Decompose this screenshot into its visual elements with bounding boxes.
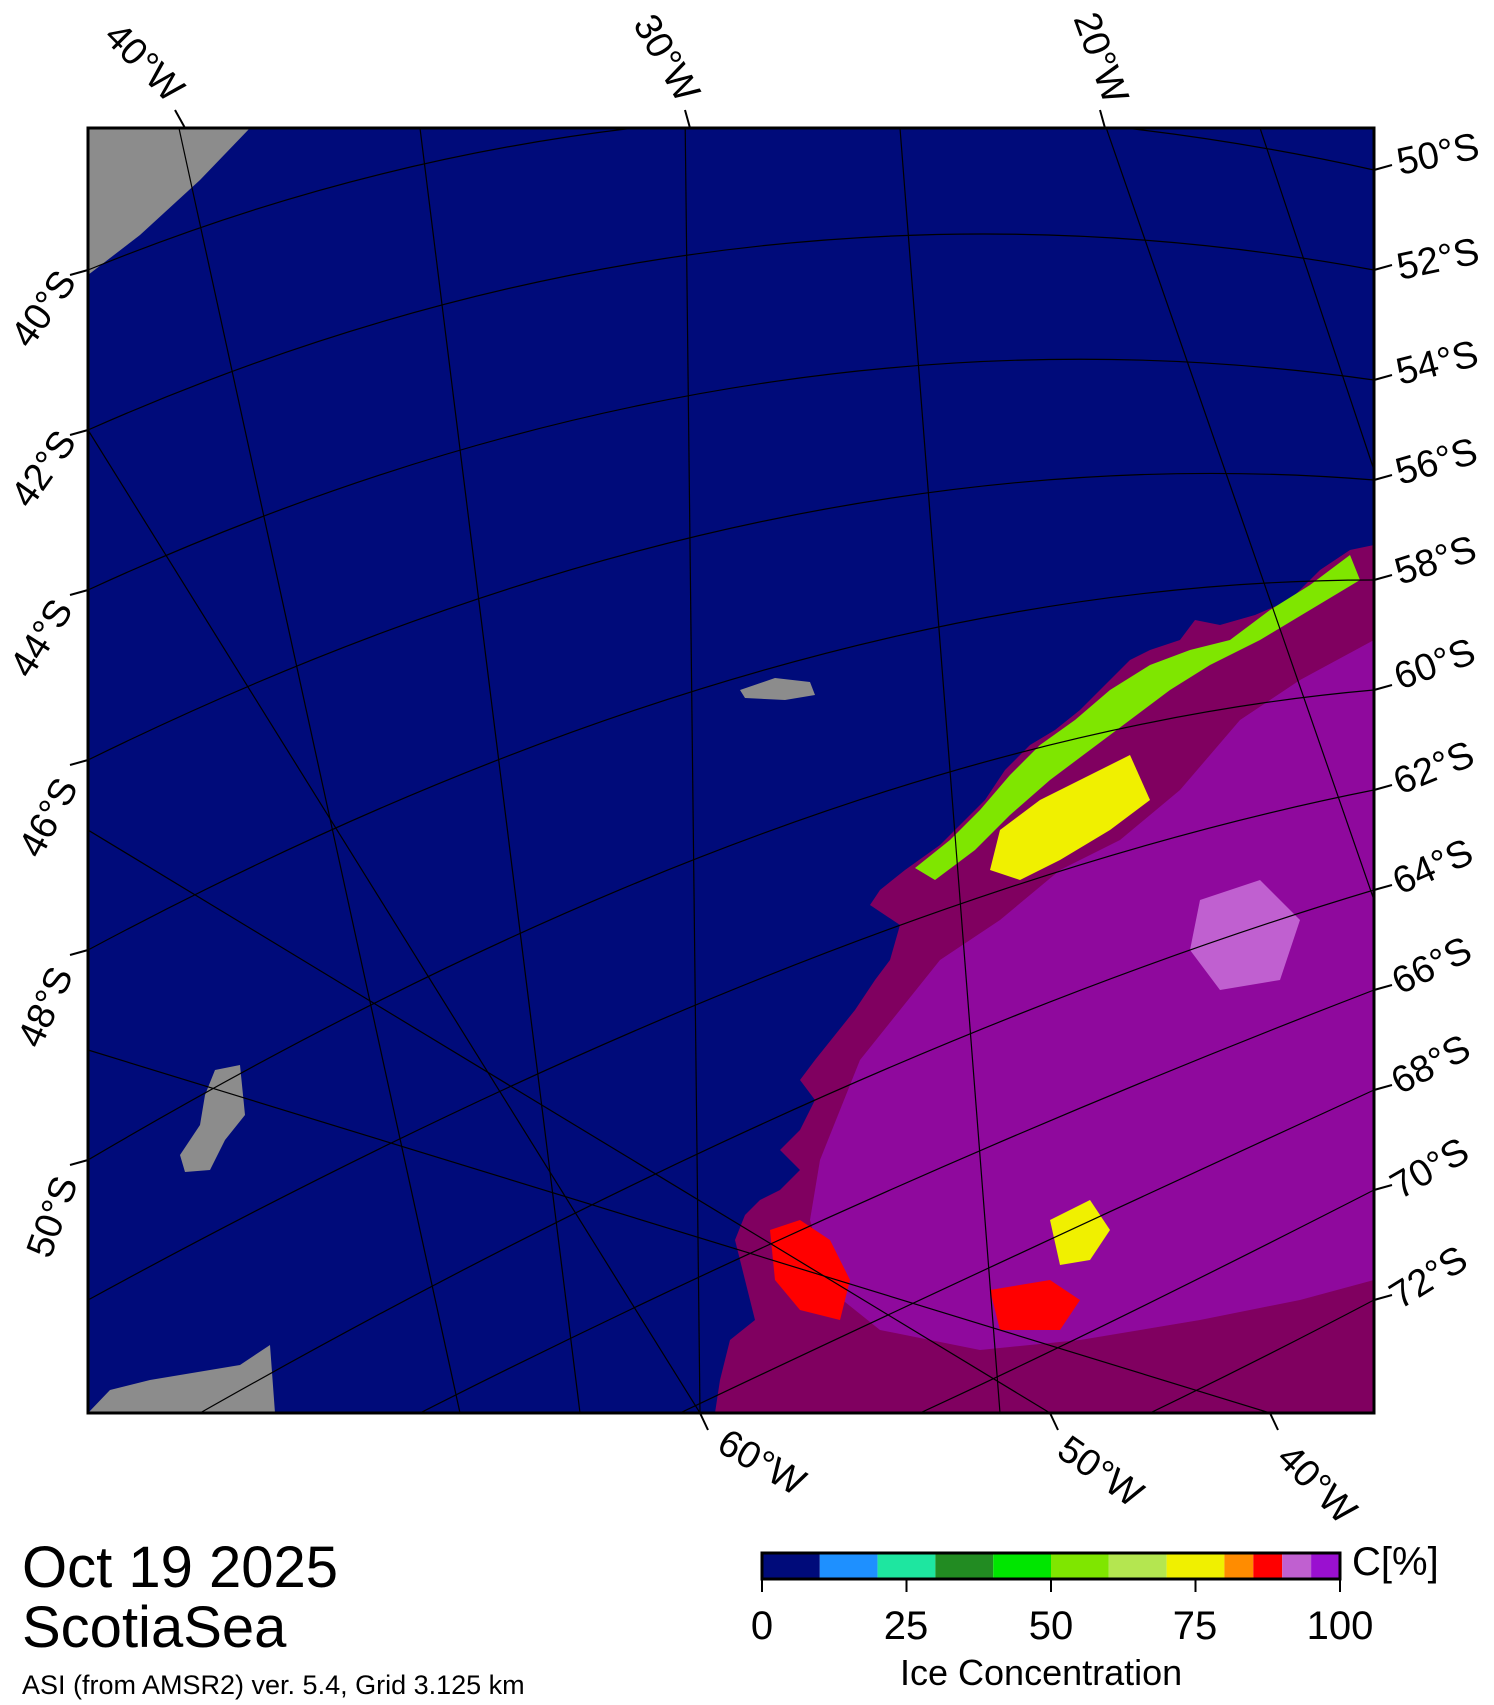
lat-label-right-58s: 58°S <box>1390 528 1482 594</box>
lat-label-left-42s: 42°S <box>3 423 85 515</box>
tick-marks <box>69 109 1393 1431</box>
parallel-1 <box>88 128 1374 271</box>
colorbar-tick-0: 0 <box>750 1604 774 1648</box>
lat-label-right-64s: 64°S <box>1387 831 1480 903</box>
parallel-4 <box>88 472 1374 761</box>
colorbar-segment <box>1108 1553 1167 1579</box>
land-shetlands <box>88 1345 275 1413</box>
colorbar-tick-25: 25 <box>883 1604 929 1648</box>
colorbar <box>762 1553 1340 1579</box>
colorbar-segment <box>762 1553 820 1579</box>
lat-label-right-68s: 68°S <box>1385 1027 1478 1103</box>
parallel-11 <box>919 1189 1374 1413</box>
lat-label-right-54s: 54°S <box>1392 333 1483 394</box>
lat-label-right-72s: 72°S <box>1383 1238 1475 1318</box>
parallel-12 <box>1149 1299 1374 1413</box>
sea-ice-yellow-band <box>990 755 1150 880</box>
meridian-mid-1 <box>419 128 581 1413</box>
lat-label-right-70s: 70°S <box>1384 1130 1477 1208</box>
region-title: ScotiaSea <box>22 1595 287 1660</box>
colorbar-segment <box>1224 1553 1254 1579</box>
land-falklands <box>180 1065 245 1172</box>
colorbar-tick-100: 100 <box>1306 1604 1374 1648</box>
colorbar-segment <box>1051 1553 1109 1579</box>
colorbar-title: Ice Concentration <box>900 1652 1183 1693</box>
land-south-georgia <box>740 678 815 700</box>
parallel-5 <box>88 579 1374 951</box>
lon-label-top-20w: 20°W <box>1065 7 1136 109</box>
colorbar-segment <box>993 1553 1051 1579</box>
colorbar-tick-75: 75 <box>1172 1604 1218 1648</box>
parallel-3 <box>88 358 1374 591</box>
colorbar-tick-50: 50 <box>1028 1604 1074 1648</box>
parallel-8 <box>199 889 1374 1413</box>
colorbar-ticks <box>761 1579 1341 1592</box>
lat-label-right-66s: 66°S <box>1386 929 1479 1003</box>
parallel-10 <box>679 1089 1374 1413</box>
meridian-50w <box>88 829 1051 1413</box>
parallel-2 <box>88 233 1374 431</box>
lat-label-left-50s: 50°S <box>19 1171 87 1263</box>
lon-label-top-40w: 40°W <box>96 15 192 111</box>
lat-label-left-44s: 44°S <box>2 592 82 684</box>
lat-label-right-50s: 50°S <box>1393 126 1483 184</box>
colorbar-segment <box>1282 1553 1312 1579</box>
product-caption: ASI (from AMSR2) ver. 5.4, Grid 3.125 km <box>22 1670 525 1700</box>
parallel-7 <box>88 789 1374 1301</box>
sea-ice-red-band <box>770 1220 850 1320</box>
colorbar-segment <box>877 1553 936 1579</box>
lat-label-right-62s: 62°S <box>1388 733 1481 803</box>
colorbar-segment <box>819 1553 878 1579</box>
map-frame <box>86 126 1376 1415</box>
sea-ice-yellow-patch <box>1050 1200 1110 1265</box>
sea-ice-lightpurple-patch <box>1190 880 1300 990</box>
lat-label-left-46s: 46°S <box>11 771 87 864</box>
parallel-9 <box>419 989 1374 1413</box>
meridian-60w <box>88 429 701 1413</box>
lat-label-right-60s: 60°S <box>1389 631 1481 699</box>
sea-ice-green-edge <box>915 555 1360 880</box>
colorbar-segment <box>1253 1553 1283 1579</box>
lat-label-left-40s: 40°S <box>3 263 85 355</box>
lon-label-bottom-40w: 40°W <box>1269 1437 1365 1533</box>
parallel-6 <box>88 689 1374 1161</box>
lat-label-left-48s: 48°S <box>10 961 82 1054</box>
meridian-mid-3 <box>1259 128 1374 471</box>
colorbar-segment <box>935 1553 994 1579</box>
sea-ice-red-patch <box>990 1280 1080 1330</box>
graticule-lines <box>88 128 1374 1413</box>
meridian-30w <box>684 128 701 1413</box>
meridian-mid-2 <box>899 128 1001 1413</box>
lat-label-right-52s: 52°S <box>1393 231 1483 289</box>
date-title: Oct 19 2025 <box>22 1535 338 1600</box>
meridian-20w <box>1105 128 1374 901</box>
lon-label-bottom-60w: 60°W <box>711 1421 813 1504</box>
meridian-40w-a <box>178 128 461 1413</box>
land-south-america <box>88 128 250 275</box>
meridian-40w-b <box>88 1049 1271 1413</box>
colorbar-segment <box>1311 1553 1340 1579</box>
colorbar-unit: C[%] <box>1352 1540 1439 1584</box>
sea-ice-purple-zone <box>810 640 1374 1350</box>
colorbar-segment <box>1166 1553 1225 1579</box>
lon-label-top-30w: 30°W <box>625 8 708 110</box>
lat-label-right-56s: 56°S <box>1391 430 1482 493</box>
lon-label-bottom-50w: 50°W <box>1050 1428 1151 1516</box>
